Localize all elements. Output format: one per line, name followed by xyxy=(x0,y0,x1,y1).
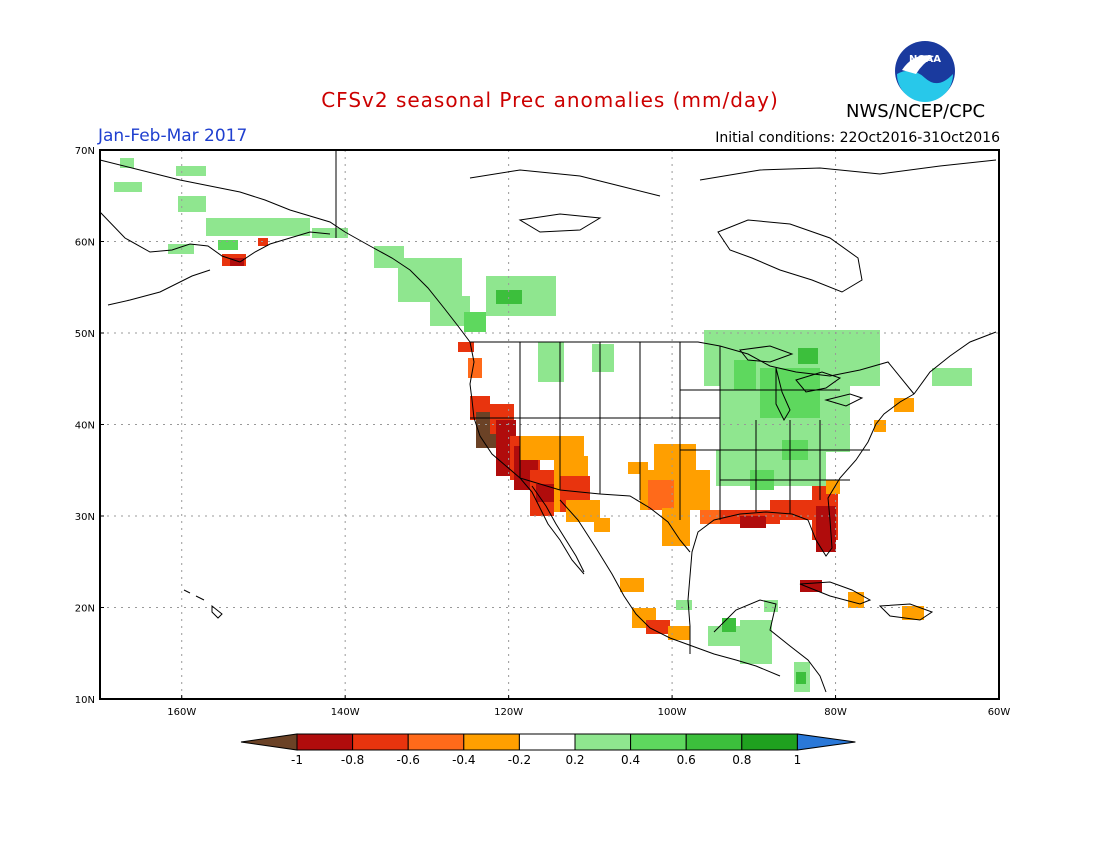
anomaly-cell xyxy=(468,358,482,378)
lat-label: 30N xyxy=(75,512,95,523)
anomaly-cell xyxy=(374,246,404,268)
colorbar-label: 1 xyxy=(794,753,802,767)
anomaly-cell xyxy=(176,166,206,176)
anomaly-cell xyxy=(654,444,696,472)
lon-label: 140W xyxy=(331,707,360,718)
anomaly-cell xyxy=(676,600,692,610)
colorbar-arrow-low xyxy=(240,733,298,751)
agency-label: NWS/NCEP/CPC xyxy=(846,101,986,122)
anomaly-cell xyxy=(798,348,818,364)
longitude-labels: 160W 140W 120W 100W 80W 60W xyxy=(167,695,1010,718)
anomaly-cell xyxy=(894,398,914,412)
lat-label: 20N xyxy=(75,604,95,615)
anomaly-cell xyxy=(796,672,806,684)
lat-label: 40N xyxy=(75,421,95,432)
lon-label: 100W xyxy=(658,707,687,718)
map-title: CFSv2 seasonal Prec anomalies (mm/day) xyxy=(321,88,779,112)
anomaly-cell xyxy=(592,344,614,372)
political-borders xyxy=(335,150,915,553)
colorbar-label: -0.4 xyxy=(452,753,475,767)
anomaly-cell xyxy=(430,296,470,326)
anomaly-cell xyxy=(230,258,244,266)
colorbar-label: 0.6 xyxy=(677,753,696,767)
anomaly-cell xyxy=(734,360,756,390)
colorbar-label: 0.2 xyxy=(565,753,584,767)
colorbar-segment xyxy=(685,733,743,751)
anomaly-cell xyxy=(648,480,674,510)
lon-label: 60W xyxy=(988,707,1011,718)
anomaly-cell xyxy=(708,626,748,646)
anomaly-cell xyxy=(628,462,648,474)
anomaly-cell xyxy=(398,258,462,302)
colorbar-label: 0.4 xyxy=(621,753,640,767)
anomaly-cell xyxy=(120,158,134,168)
anomaly-cell xyxy=(646,620,670,634)
anomaly-cell xyxy=(848,592,864,608)
colorbar-segment xyxy=(352,733,409,751)
lat-label: 70N xyxy=(75,146,95,157)
colorbar-label: 0.8 xyxy=(732,753,751,767)
noaa-logo-icon: NOAA xyxy=(895,41,955,102)
anomaly-cell xyxy=(740,516,766,528)
anomaly-cell xyxy=(206,218,310,236)
anomaly-cell xyxy=(932,368,972,386)
lat-label: 50N xyxy=(75,329,95,340)
anomaly-cell xyxy=(312,228,348,238)
anomaly-cell xyxy=(168,244,194,254)
anomaly-cell xyxy=(902,606,924,620)
anomaly-cell xyxy=(874,420,886,432)
colorbar-segment xyxy=(741,733,798,751)
colorbar-segment xyxy=(296,733,354,751)
colorbar-arrow-high xyxy=(796,733,856,751)
initial-conditions: Initial conditions: 22Oct2016-31Oct2016 xyxy=(715,130,1000,146)
colorbar-segment xyxy=(630,733,687,751)
anomaly-cell xyxy=(722,618,736,632)
anomaly-cell xyxy=(594,518,610,532)
colorbar: -1 -0.8 -0.6 -0.4 -0.2 0.2 0.4 0.6 0.8 1 xyxy=(240,733,856,767)
anomaly-cell xyxy=(114,182,142,192)
latitude-labels: 70N 60N 50N 40N 30N 20N 10N xyxy=(75,146,104,706)
colorbar-label: -0.2 xyxy=(508,753,531,767)
lon-label: 80W xyxy=(824,707,847,718)
anomaly-cell xyxy=(536,484,554,502)
lat-label: 60N xyxy=(75,238,95,249)
map-gridlines xyxy=(100,150,999,699)
anomaly-cell xyxy=(458,342,474,352)
logo-text: NOAA xyxy=(909,54,941,65)
colorbar-segment xyxy=(407,733,465,751)
anomaly-cell xyxy=(464,312,486,332)
coastlines xyxy=(99,159,997,693)
anomaly-cell xyxy=(668,626,690,640)
anomaly-cell xyxy=(770,500,822,520)
colorbar-label: -1 xyxy=(291,753,303,767)
anomaly-cell xyxy=(740,620,772,664)
colorbar-label: -0.8 xyxy=(341,753,364,767)
forecast-period: Jan-Feb-Mar 2017 xyxy=(98,126,248,146)
anomaly-cell xyxy=(178,196,206,212)
anomaly-cell xyxy=(620,578,644,592)
lon-label: 120W xyxy=(494,707,523,718)
colorbar-label: -0.6 xyxy=(396,753,419,767)
lon-label: 160W xyxy=(167,707,196,718)
anomaly-cell xyxy=(800,580,822,592)
colorbar-segment xyxy=(574,733,632,751)
lat-label: 10N xyxy=(75,695,95,706)
colorbar-segment xyxy=(463,733,520,751)
anomaly-cell xyxy=(218,240,238,250)
colorbar-segment xyxy=(518,733,576,751)
anomaly-cell xyxy=(662,508,690,546)
